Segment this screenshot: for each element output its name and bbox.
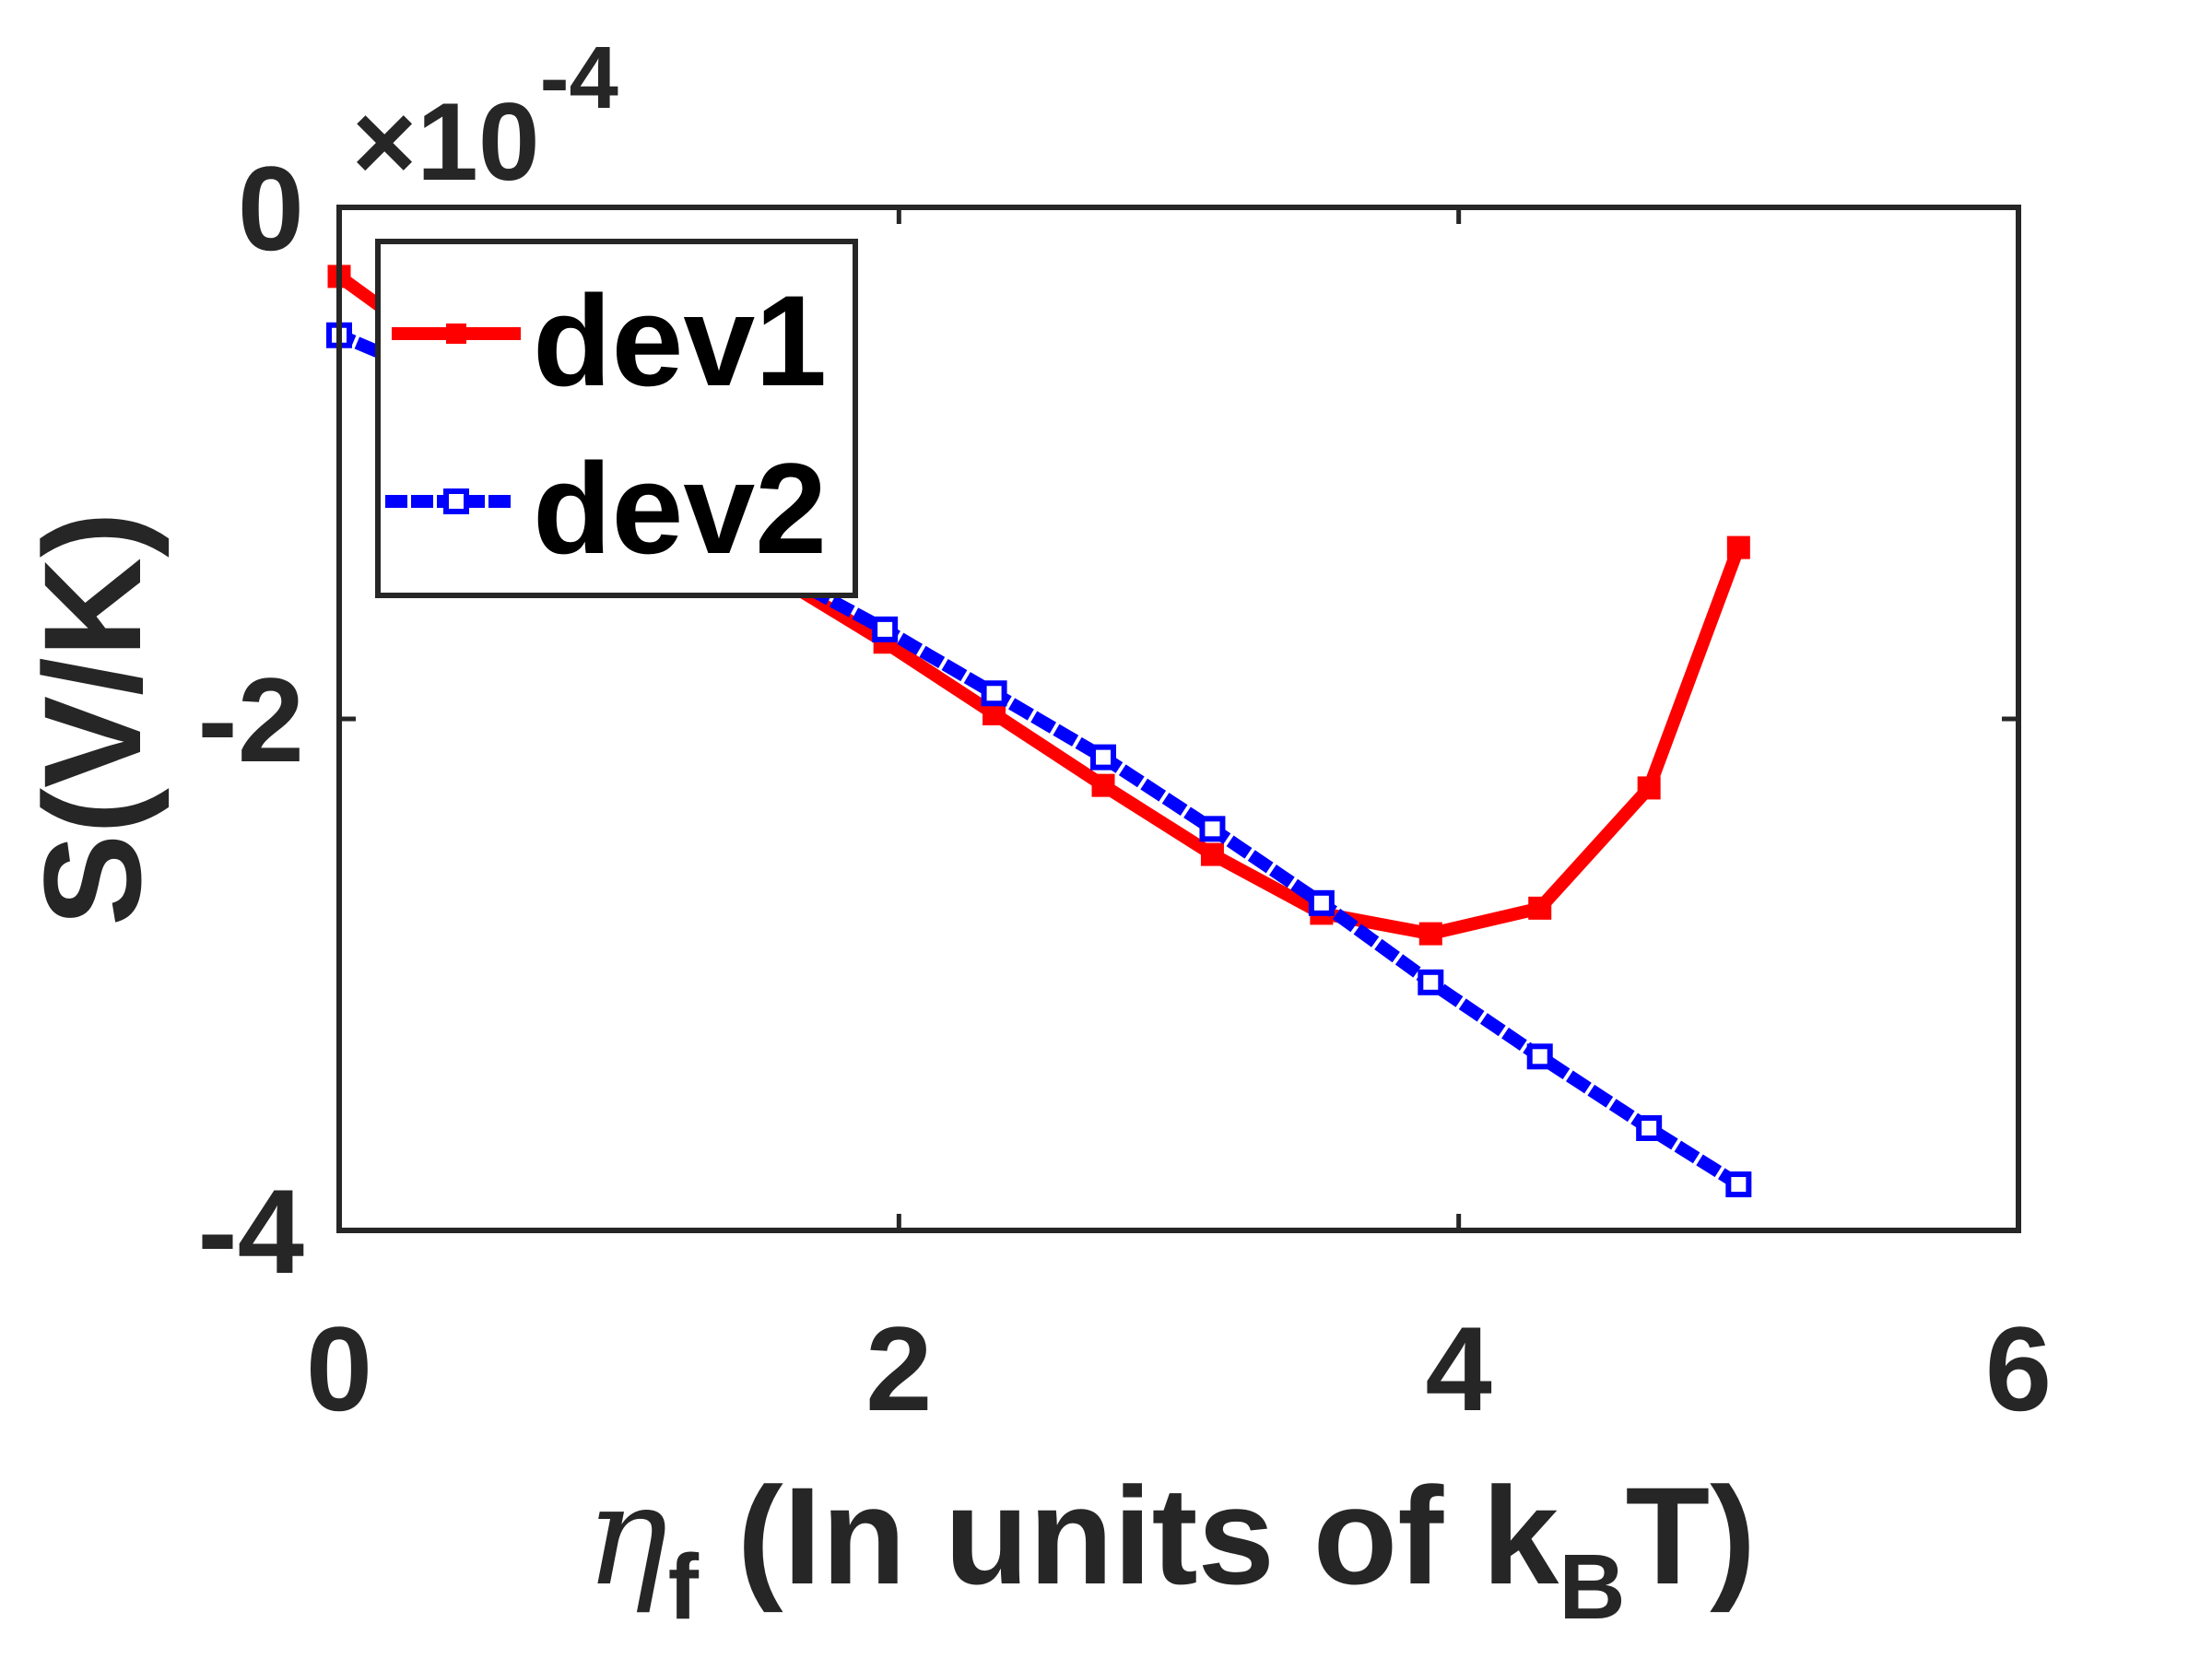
x-tick-label: 0 <box>306 1301 372 1436</box>
x-axis-label: ηf (In units of kBT) <box>585 1456 1756 1639</box>
legend-label-dev1: dev1 <box>533 268 827 413</box>
data-point-dev1 <box>1637 776 1661 800</box>
y-exponent-prefix: ×10 <box>352 80 540 204</box>
data-point-dev1 <box>1528 896 1552 920</box>
legend-box <box>375 239 858 598</box>
x-axis-text-subscript: B <box>1559 1535 1625 1639</box>
data-point-dev2 <box>1636 1115 1663 1141</box>
data-point-dev2 <box>1090 744 1117 771</box>
data-point-dev2 <box>981 680 1007 707</box>
data-point-dev2 <box>1308 889 1335 916</box>
legend: dev1 dev2 <box>375 239 858 598</box>
legend-sample-marker-dev2 <box>443 488 469 514</box>
legend-label-dev2: dev2 <box>533 436 827 581</box>
x-tick-label: 2 <box>865 1301 932 1436</box>
data-point-dev1 <box>1418 922 1442 946</box>
y-tick-label: 0 <box>238 141 304 276</box>
legend-sample-marker-dev1 <box>446 324 466 344</box>
y-tick-label: -4 <box>197 1164 304 1299</box>
data-point-dev2 <box>1725 1171 1752 1198</box>
data-point-dev2 <box>1526 1043 1553 1070</box>
data-point-dev1 <box>982 701 1006 725</box>
data-point-dev1 <box>1726 535 1750 559</box>
y-exponent-label: ×10-4 <box>352 29 618 204</box>
data-point-dev2 <box>1418 969 1444 995</box>
x-axis-text-end: T) <box>1626 1458 1757 1613</box>
x-tick-label: 4 <box>1426 1301 1492 1436</box>
data-point-dev1 <box>1091 773 1115 797</box>
y-axis-label: S(V/K) <box>15 512 170 926</box>
data-point-dev2 <box>872 616 899 642</box>
legend-samples <box>385 324 527 514</box>
ticks-layer: 0 2 4 6 -4 -2 0 <box>197 141 2052 1436</box>
y-exponent-power: -4 <box>540 29 618 127</box>
data-point-dev1 <box>1200 842 1224 866</box>
x-axis-text: (In units of k <box>699 1458 1559 1613</box>
y-tick-label: -2 <box>197 653 304 787</box>
x-tick-label: 6 <box>1985 1301 2052 1436</box>
x-axis-symbol: η <box>585 1456 668 1617</box>
x-axis-symbol-subscript: f <box>668 1535 700 1639</box>
data-point-dev2 <box>1199 816 1226 842</box>
